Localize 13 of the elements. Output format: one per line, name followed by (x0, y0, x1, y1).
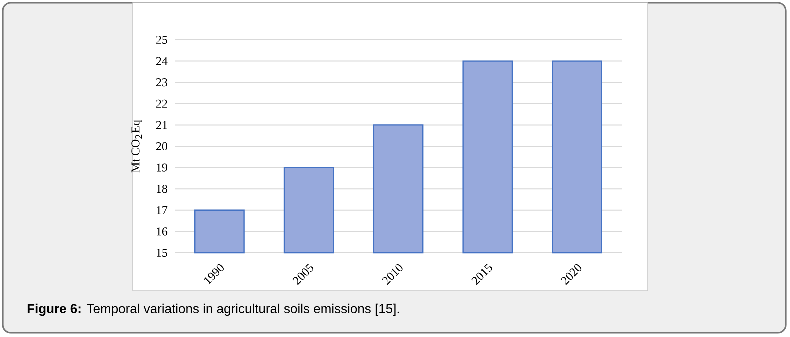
y-tick-label: 25 (156, 36, 168, 44)
y-tick-label: 20 (156, 142, 168, 151)
y-tick-label: 23 (156, 78, 168, 87)
y-tick-label: 17 (157, 206, 168, 214)
text: Figure 6: Temporal variations in agricultural soils emissions [15]. (28, 304, 400, 316)
y-tick-label: 19 (157, 164, 168, 172)
y-tick-label: 16 (157, 228, 168, 236)
y-tick-label: 22 (156, 100, 168, 108)
y-tick-label: 21 (156, 121, 168, 130)
y-axis-title: Mt CO$_{2}$Eq (132, 120, 142, 173)
y-tick-label: 24 (156, 57, 168, 66)
y-tick-label: 18 (157, 185, 168, 194)
y-tick-label: 15 (157, 248, 168, 258)
